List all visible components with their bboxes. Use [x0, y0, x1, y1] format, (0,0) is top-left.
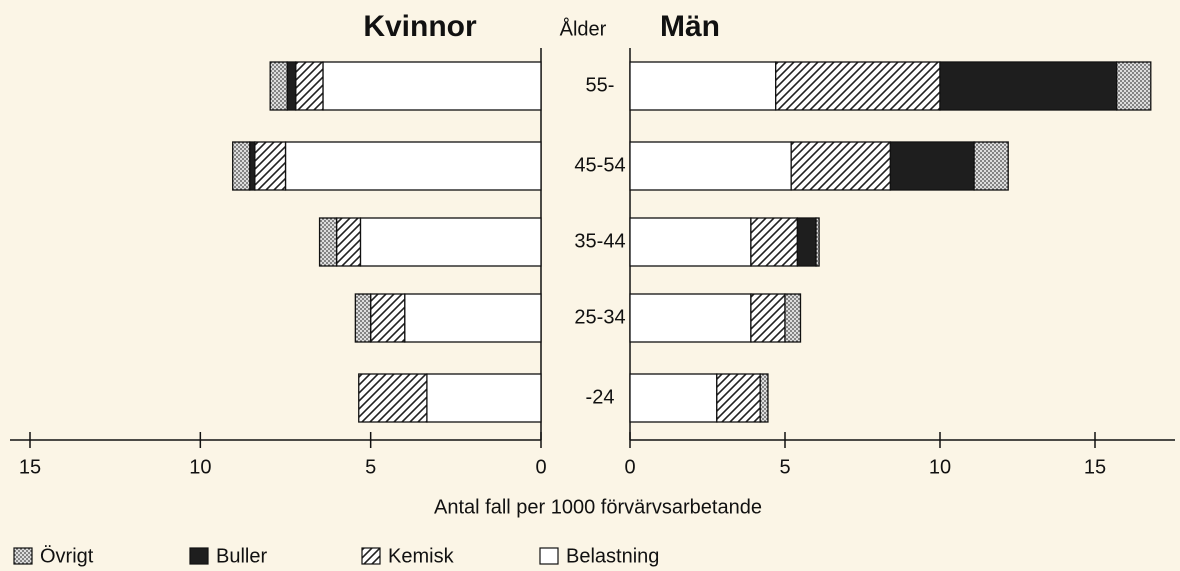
- x-tick-label: 10: [929, 456, 951, 478]
- bar-segment: [815, 217, 820, 267]
- bar-segment: [1116, 61, 1152, 111]
- bar-segment: [284, 141, 542, 191]
- category-label: 35-44: [574, 230, 625, 252]
- bar-segment: [784, 293, 802, 343]
- bar-segment: [335, 217, 362, 267]
- bar-segment: [629, 293, 752, 343]
- bar-segment: [354, 293, 372, 343]
- x-tick-label: 0: [624, 456, 635, 478]
- bar-segment: [254, 141, 287, 191]
- bar-segment: [759, 373, 769, 423]
- bar-segment: [232, 141, 251, 191]
- legend-swatch: [13, 547, 33, 565]
- legend-swatch: [361, 547, 381, 565]
- bar-segment: [750, 293, 786, 343]
- category-label: 45-54: [574, 154, 625, 176]
- bar-segment: [322, 61, 542, 111]
- x-tick-label: 5: [779, 456, 790, 478]
- bar-segment: [629, 217, 752, 267]
- legend-swatch: [189, 547, 209, 565]
- x-tick-label: 5: [365, 456, 376, 478]
- bar-segment: [404, 293, 542, 343]
- x-axis-label: Antal fall per 1000 förvärvsarbetande: [434, 496, 762, 518]
- bar-segment: [889, 141, 975, 191]
- bar-segment: [750, 217, 799, 267]
- bar-segment: [249, 141, 256, 191]
- bar-segment: [973, 141, 1009, 191]
- category-label: 25-34: [574, 306, 625, 328]
- bar-segment: [318, 217, 338, 267]
- bar-segment: [370, 293, 406, 343]
- bar-segment: [269, 61, 288, 111]
- bar-segment: [790, 141, 892, 191]
- bar-segment: [629, 141, 792, 191]
- legend-swatch: [539, 547, 559, 565]
- bar-segment: [775, 61, 941, 111]
- legend-label: Buller: [216, 545, 267, 567]
- x-tick-label: 15: [1084, 456, 1106, 478]
- category-label: Ålder: [560, 17, 607, 40]
- bar-segment: [358, 373, 428, 423]
- legend-label: Kemisk: [388, 545, 455, 567]
- legend-label: Belastning: [566, 545, 659, 567]
- category-label: 55-: [586, 74, 615, 96]
- panel-title: Män: [660, 10, 720, 43]
- x-tick-label: 0: [535, 456, 546, 478]
- bar-segment: [426, 373, 542, 423]
- bar-segment: [295, 61, 324, 111]
- bar-segment: [939, 61, 1118, 111]
- bar-segment: [286, 61, 297, 111]
- bar-segment: [716, 373, 761, 423]
- bar-segment: [629, 373, 718, 423]
- bar-segment: [796, 217, 817, 267]
- x-tick-label: 10: [189, 456, 211, 478]
- x-tick-label: 15: [19, 456, 41, 478]
- legend-label: Övrigt: [40, 545, 94, 567]
- bar-segment: [359, 217, 542, 267]
- category-label: -24: [586, 386, 615, 408]
- bar-segment: [629, 61, 777, 111]
- panel-title: Kvinnor: [363, 10, 477, 43]
